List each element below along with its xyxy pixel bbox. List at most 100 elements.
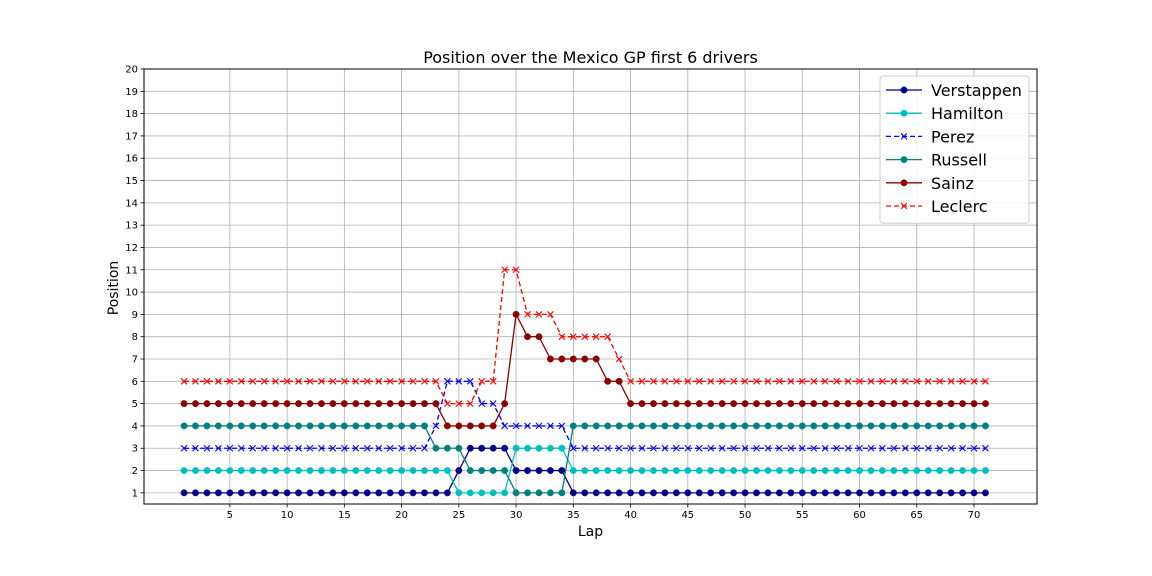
point-hamilton: [249, 467, 257, 474]
point-sainz: [798, 400, 806, 408]
x-tick-label: 55: [796, 510, 809, 521]
point-russell: [913, 422, 921, 430]
point-verstappen: [283, 489, 291, 497]
y-tick-label: 20: [125, 65, 138, 76]
point-hamilton: [672, 467, 680, 474]
point-sainz: [295, 400, 303, 408]
point-verstappen: [627, 489, 635, 497]
point-perez: [489, 400, 497, 408]
point-verstappen: [569, 489, 577, 497]
point-perez: [478, 400, 486, 408]
point-verstappen: [741, 489, 749, 497]
point-hamilton: [604, 467, 612, 474]
point-verstappen: [546, 467, 554, 474]
point-hamilton: [913, 467, 921, 474]
legend-marker-leclerc: [900, 202, 908, 210]
series-leclerc: [180, 266, 989, 408]
point-russell: [661, 422, 669, 430]
point-leclerc: [650, 377, 657, 385]
point-sainz: [684, 400, 692, 408]
point-sainz: [730, 400, 738, 408]
point-leclerc: [203, 377, 211, 385]
point-hamilton: [787, 467, 795, 474]
point-russell: [306, 422, 314, 430]
point-russell: [558, 489, 566, 497]
point-perez: [901, 444, 909, 452]
point-perez: [375, 444, 383, 452]
point-leclerc: [409, 377, 417, 385]
point-leclerc: [318, 377, 325, 385]
series-hamilton: [180, 444, 989, 497]
point-verstappen: [638, 489, 646, 497]
point-leclerc: [798, 377, 806, 385]
point-russell: [512, 489, 520, 497]
series-layer: [180, 266, 989, 497]
point-leclerc: [959, 377, 966, 385]
point-sainz: [810, 400, 818, 408]
point-russell: [432, 444, 440, 452]
point-hamilton: [901, 467, 909, 474]
point-russell: [398, 422, 406, 430]
point-sainz: [180, 400, 188, 408]
point-hamilton: [581, 467, 589, 474]
point-sainz: [192, 400, 199, 408]
point-sainz: [260, 400, 268, 408]
legend-label-perez: Perez: [931, 127, 974, 146]
point-hamilton: [741, 467, 749, 474]
point-hamilton: [592, 467, 600, 474]
point-russell: [546, 489, 554, 497]
point-russell: [741, 422, 749, 430]
point-sainz: [558, 355, 566, 363]
point-sainz: [615, 377, 623, 385]
point-russell: [237, 422, 245, 430]
point-sainz: [466, 422, 474, 430]
point-perez: [695, 444, 703, 452]
point-verstappen: [409, 489, 417, 497]
point-verstappen: [970, 489, 978, 497]
point-leclerc: [821, 377, 829, 385]
point-hamilton: [432, 467, 440, 474]
point-russell: [489, 467, 497, 474]
point-sainz: [569, 355, 577, 363]
point-verstappen: [581, 489, 589, 497]
point-sainz: [650, 400, 657, 408]
point-hamilton: [924, 467, 932, 474]
point-perez: [363, 444, 371, 452]
point-hamilton: [936, 467, 944, 474]
point-leclerc: [215, 377, 222, 385]
point-leclerc: [489, 377, 497, 385]
point-verstappen: [329, 489, 337, 497]
point-sainz: [581, 355, 589, 363]
point-verstappen: [192, 489, 199, 497]
y-axis-label: Position: [106, 261, 122, 316]
point-verstappen: [386, 489, 394, 497]
point-hamilton: [535, 444, 543, 452]
point-hamilton: [810, 467, 818, 474]
point-perez: [867, 444, 875, 452]
y-tick-label: 18: [125, 109, 138, 120]
point-russell: [409, 422, 417, 430]
point-perez: [512, 422, 520, 430]
point-perez: [306, 444, 314, 452]
point-hamilton: [478, 489, 486, 497]
point-leclerc: [192, 377, 199, 385]
point-leclerc: [444, 400, 451, 408]
point-leclerc: [524, 310, 531, 318]
point-leclerc: [306, 377, 314, 385]
point-verstappen: [856, 489, 863, 497]
point-verstappen: [775, 489, 783, 497]
point-russell: [810, 422, 818, 430]
point-verstappen: [306, 489, 314, 497]
point-sainz: [592, 355, 600, 363]
point-sainz: [627, 400, 635, 408]
point-leclerc: [352, 377, 360, 385]
point-hamilton: [890, 467, 898, 474]
point-perez: [398, 444, 405, 452]
point-perez: [615, 444, 623, 452]
point-perez: [890, 444, 898, 452]
point-verstappen: [810, 489, 818, 497]
point-russell: [798, 422, 806, 430]
point-russell: [386, 422, 394, 430]
point-verstappen: [604, 489, 612, 497]
